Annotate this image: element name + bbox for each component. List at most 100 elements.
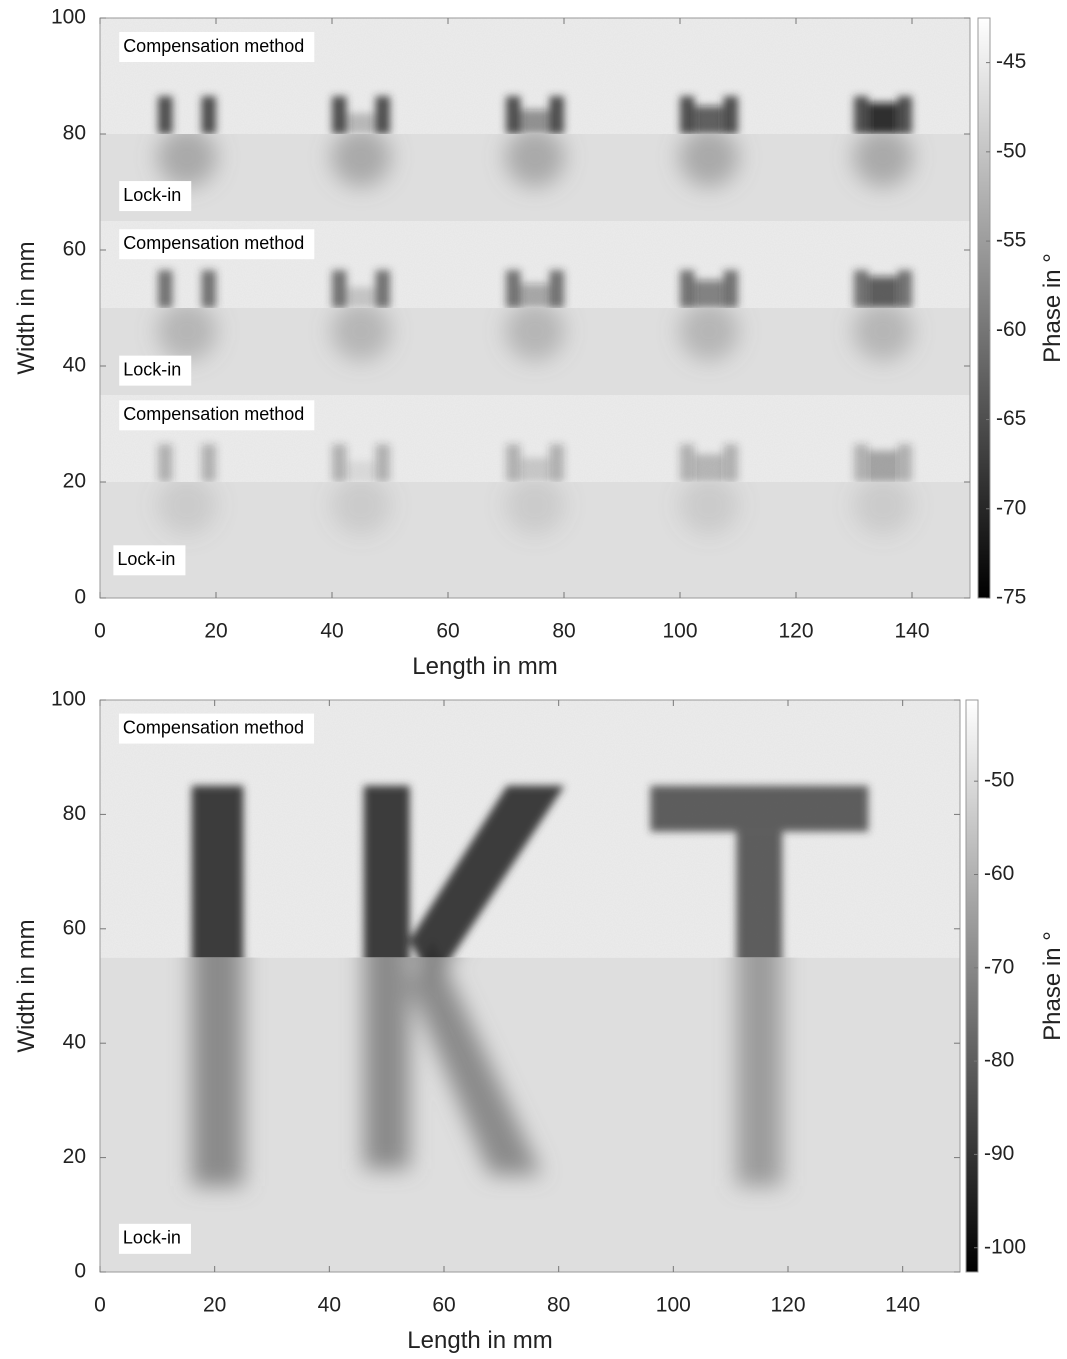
image-feature bbox=[723, 96, 738, 134]
annotation-box bbox=[118, 713, 315, 744]
plot-frame bbox=[99, 699, 961, 1273]
colorbar-tick-label: -80 bbox=[984, 1049, 1014, 1072]
x-tick-label: 60 bbox=[436, 620, 459, 643]
y-tick-label: 60 bbox=[63, 916, 86, 939]
x-tick-label: 100 bbox=[662, 620, 697, 643]
image-feature bbox=[173, 291, 202, 308]
image-feature bbox=[409, 957, 542, 1175]
colorbar-label: Phase in ° bbox=[1039, 253, 1066, 363]
image-feature bbox=[506, 96, 521, 134]
annotation: Lock-in bbox=[123, 1228, 181, 1248]
image-feature bbox=[423, 940, 441, 958]
image-feature bbox=[854, 444, 869, 482]
image-features bbox=[191, 957, 783, 1187]
colorbar-tick-label: -45 bbox=[996, 50, 1026, 73]
y-tick-label: 20 bbox=[63, 1145, 86, 1168]
annotation-box bbox=[119, 400, 315, 431]
image-feature bbox=[375, 444, 390, 482]
x-tick-label: 20 bbox=[204, 620, 227, 643]
y-tick-label: 80 bbox=[63, 802, 86, 825]
x-tick-label: 20 bbox=[203, 1294, 226, 1317]
image-feature bbox=[331, 308, 391, 362]
image-feature bbox=[680, 96, 695, 134]
image-feature bbox=[897, 444, 912, 482]
image-feature bbox=[363, 785, 410, 958]
x-tick-label: 140 bbox=[894, 620, 929, 643]
image-features bbox=[191, 785, 869, 958]
image-feature bbox=[332, 270, 347, 308]
image-feature bbox=[680, 444, 695, 482]
image-feature bbox=[694, 106, 724, 134]
image-features bbox=[157, 308, 913, 362]
colorbar-tick-label: -100 bbox=[984, 1235, 1026, 1258]
y-axis-label: Width in mm bbox=[13, 919, 40, 1052]
annotation: Compensation method bbox=[123, 717, 304, 737]
plot-frame bbox=[99, 17, 971, 599]
annotation: Compensation method bbox=[123, 233, 304, 253]
image-feature bbox=[520, 109, 550, 134]
annotation-box bbox=[119, 355, 192, 386]
image-feature bbox=[549, 270, 564, 308]
image-feature bbox=[505, 482, 565, 536]
x-tick-label: 80 bbox=[552, 620, 575, 643]
image-feature bbox=[506, 444, 521, 482]
annotation: Compensation method bbox=[123, 404, 304, 424]
annotation: Lock-in bbox=[123, 185, 181, 205]
image-feature bbox=[157, 482, 217, 536]
image-feature bbox=[506, 270, 521, 308]
annotation: Compensation method bbox=[123, 36, 304, 56]
image-feature bbox=[723, 444, 738, 482]
annotation-box bbox=[119, 32, 315, 62]
image-feature bbox=[173, 117, 202, 134]
y-tick-label: 60 bbox=[63, 238, 86, 261]
annotation: Lock-in bbox=[117, 549, 175, 569]
image-features bbox=[158, 270, 912, 308]
image-feature bbox=[868, 276, 898, 308]
image-feature bbox=[520, 457, 550, 482]
colorbar bbox=[965, 699, 979, 1273]
image-feature bbox=[853, 134, 913, 188]
x-tick-label: 80 bbox=[547, 1294, 570, 1317]
colorbar-tick-label: -70 bbox=[996, 496, 1026, 519]
colorbar-tick-label: -90 bbox=[984, 1142, 1014, 1165]
image-feature bbox=[191, 957, 244, 1187]
image-features bbox=[157, 482, 913, 536]
image-feature bbox=[505, 308, 565, 362]
image-feature bbox=[549, 444, 564, 482]
x-axis-label: Length in mm bbox=[407, 1327, 552, 1354]
x-axis-label: Length in mm bbox=[412, 653, 557, 680]
image-feature bbox=[191, 785, 244, 958]
y-tick-label: 100 bbox=[51, 688, 86, 711]
annotation-box bbox=[119, 229, 315, 260]
image-feature bbox=[723, 270, 738, 308]
image-feature bbox=[157, 134, 217, 188]
image-feature bbox=[346, 287, 376, 308]
image-feature bbox=[650, 785, 869, 832]
x-tick-label: 40 bbox=[320, 620, 343, 643]
x-tick-label: 100 bbox=[656, 1294, 691, 1317]
colorbar-tick-label: -50 bbox=[984, 769, 1014, 792]
image-region bbox=[100, 308, 970, 395]
image-feature bbox=[201, 270, 216, 308]
image-feature bbox=[736, 831, 783, 958]
image-feature bbox=[694, 454, 724, 482]
image-feature bbox=[363, 957, 410, 1170]
x-tick-label: 0 bbox=[94, 620, 106, 643]
image-feature bbox=[854, 270, 869, 308]
image-feature bbox=[897, 96, 912, 134]
x-tick-label: 60 bbox=[432, 1294, 455, 1317]
x-tick-label: 120 bbox=[778, 620, 813, 643]
colorbar-tick-label: -50 bbox=[996, 139, 1026, 162]
image-feature bbox=[332, 444, 347, 482]
image-feature bbox=[158, 96, 173, 134]
image-feature bbox=[332, 96, 347, 134]
heatmap bbox=[100, 18, 970, 598]
colorbar-tick-label: -65 bbox=[996, 407, 1026, 430]
colorbar-tick-label: -75 bbox=[996, 586, 1026, 609]
y-tick-label: 80 bbox=[63, 122, 86, 145]
heatmap bbox=[100, 700, 960, 1272]
image-features bbox=[158, 96, 912, 134]
image-feature bbox=[853, 482, 913, 536]
image-feature bbox=[679, 308, 739, 362]
annotation-box bbox=[118, 1223, 191, 1254]
